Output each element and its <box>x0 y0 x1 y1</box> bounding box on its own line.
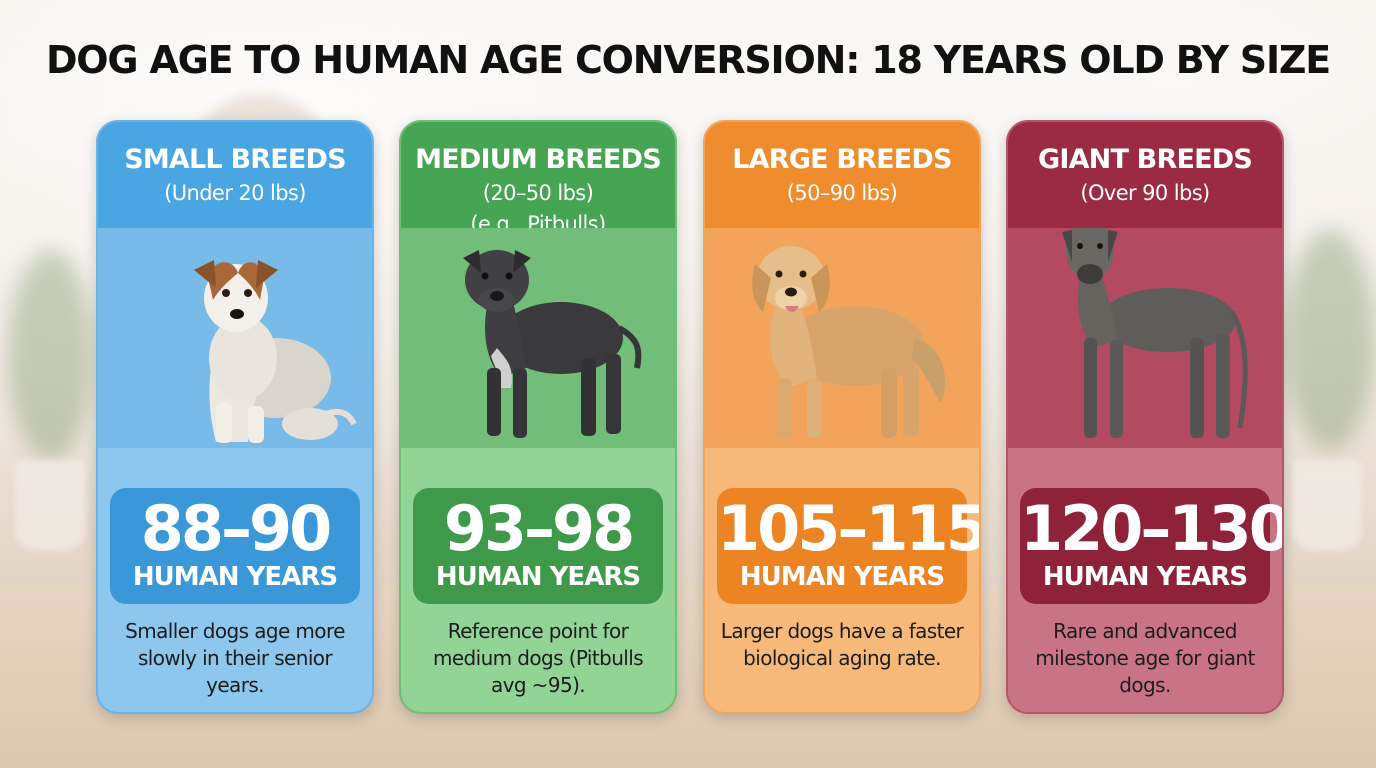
human-age-range: 88–90 <box>140 492 333 565</box>
background-pot-right <box>1292 460 1362 550</box>
card-subtitle: (50–90 lbs) <box>705 178 979 209</box>
background-plant-left <box>8 250 93 460</box>
human-age-box: 105–115 HUMAN YEARS <box>717 488 981 604</box>
card-title: LARGE BREEDS <box>732 144 952 175</box>
card-medium-breeds: MEDIUM BREEDS (20–50 lbs) (e.g., Pitbull… <box>399 120 677 714</box>
human-age-box: 88–90 HUMAN YEARS <box>110 488 360 604</box>
human-age-unit: HUMAN YEARS <box>435 562 641 592</box>
card-title: SMALL BREEDS <box>124 144 346 175</box>
human-age-unit: HUMAN YEARS <box>739 562 945 592</box>
card-subtitle: (Under 20 lbs) <box>98 178 372 209</box>
human-age-range: 105–115 <box>717 492 981 565</box>
great-dane-photo <box>1008 228 1282 448</box>
golden-retriever-photo <box>705 228 979 448</box>
page-title: DOG AGE TO HUMAN AGE CONVERSION: 18 YEAR… <box>45 38 1331 82</box>
card-title: GIANT BREEDS <box>1037 144 1253 175</box>
card-description: Smaller dogs age more slowly in their se… <box>125 619 345 697</box>
human-age-box: 93–98 HUMAN YEARS <box>413 488 663 604</box>
card-header: LARGE BREEDS (50–90 lbs) <box>705 122 979 228</box>
card-description: Rare and advanced milestone age for gian… <box>1035 619 1255 697</box>
background-pot-left <box>15 460 85 550</box>
card-title: MEDIUM BREEDS <box>415 144 661 175</box>
human-age-range: 93–98 <box>443 492 636 565</box>
jack-russell-terrier-photo <box>98 228 372 448</box>
card-description: Reference point for medium dogs (Pitbull… <box>432 619 644 697</box>
card-weight-range: (20–50 lbs) <box>482 181 594 205</box>
card-weight-range: (Under 20 lbs) <box>164 181 306 205</box>
human-age-box: 120–130+ HUMAN YEARS <box>1020 488 1282 604</box>
background-plant-right <box>1285 230 1375 450</box>
card-header: MEDIUM BREEDS (20–50 lbs) (e.g., Pitbull… <box>401 122 675 236</box>
pitbull-photo <box>401 228 675 448</box>
card-header: SMALL BREEDS (Under 20 lbs) <box>98 122 372 228</box>
card-weight-range: (Over 90 lbs) <box>1080 181 1210 205</box>
card-large-breeds: LARGE BREEDS (50–90 lbs) 105–115 HUMAN Y… <box>703 120 981 714</box>
card-weight-range: (50–90 lbs) <box>786 181 898 205</box>
card-subtitle: (Over 90 lbs) <box>1008 178 1282 209</box>
card-header: GIANT BREEDS (Over 90 lbs) <box>1008 122 1282 228</box>
card-description: Larger dogs have a faster biological agi… <box>720 619 964 670</box>
card-small-breeds: SMALL BREEDS (Under 20 lbs) 88–90 HUMAN … <box>96 120 374 714</box>
human-age-range: 120–130+ <box>1020 492 1282 565</box>
human-age-unit: HUMAN YEARS <box>1042 562 1248 592</box>
human-age-unit: HUMAN YEARS <box>132 562 338 592</box>
card-giant-breeds: GIANT BREEDS (Over 90 lbs) 120–130+ HUMA… <box>1006 120 1284 714</box>
